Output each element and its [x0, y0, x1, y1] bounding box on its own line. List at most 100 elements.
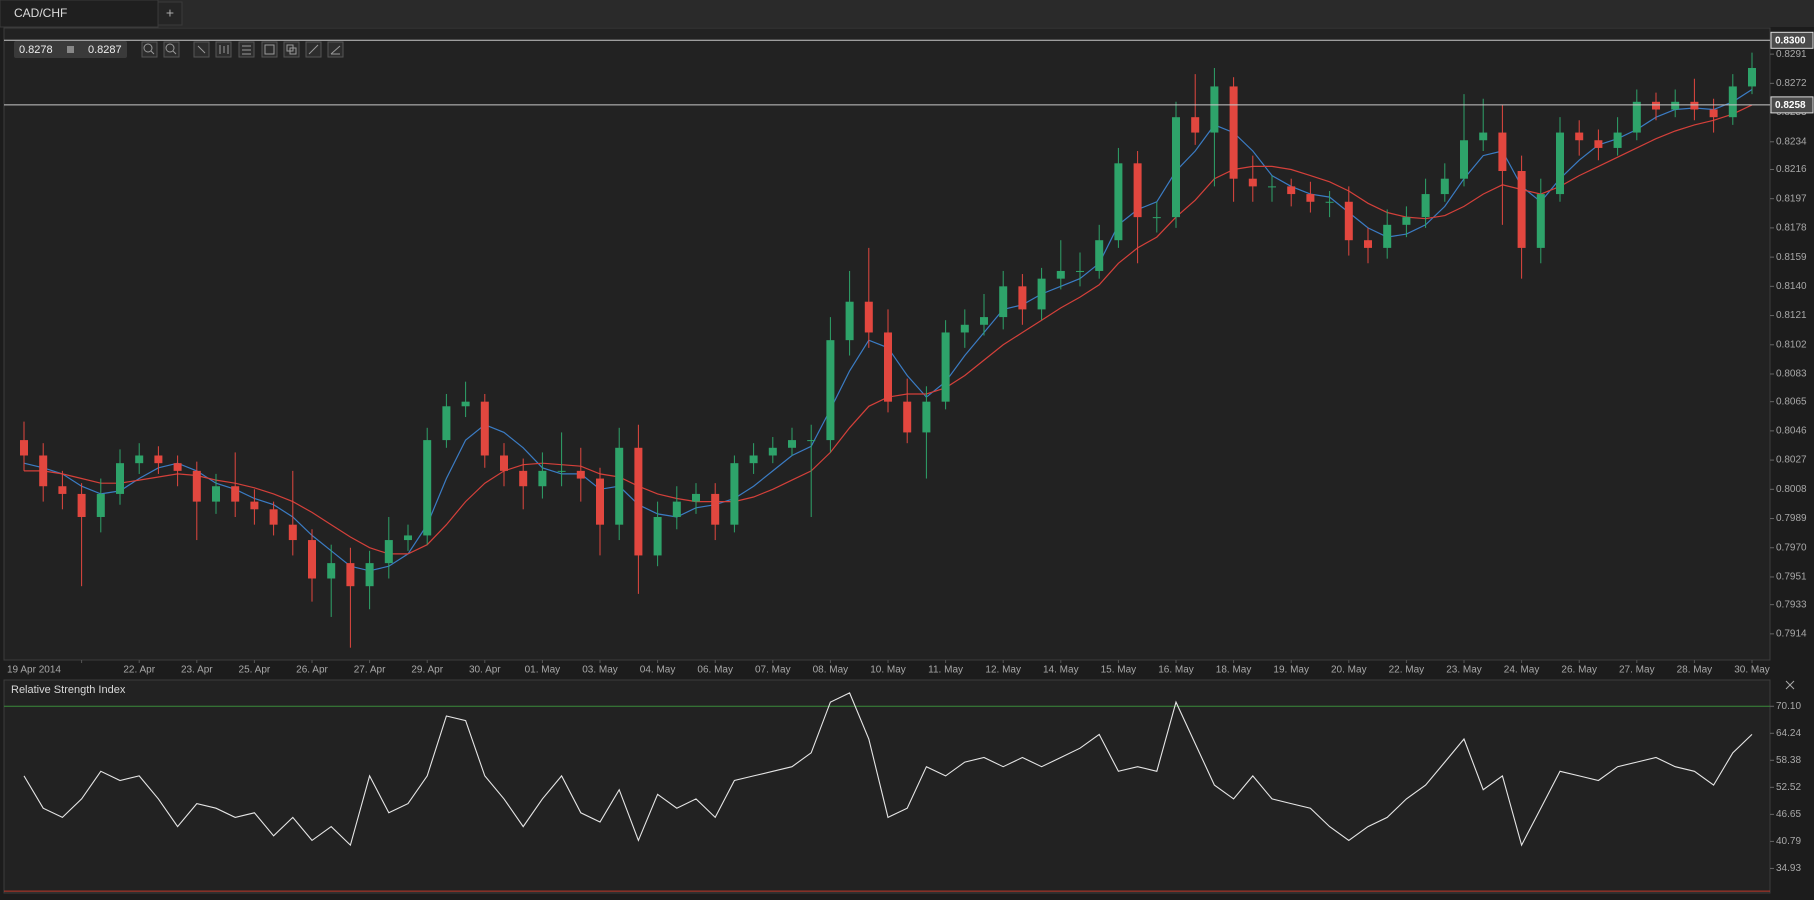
candle-body: [1709, 109, 1718, 118]
y-tick-label: 0.8159: [1776, 252, 1807, 263]
candle-body: [1690, 101, 1699, 110]
candle-body: [39, 455, 48, 487]
candle-body: [692, 493, 700, 502]
candle-body: [192, 470, 201, 502]
image-button[interactable]: [261, 41, 278, 58]
quote-separator: [67, 46, 74, 53]
candle-body: [788, 440, 796, 448]
candle-body: [461, 401, 470, 407]
candle-body: [173, 463, 182, 471]
x-tick-label: 30. May: [1734, 665, 1770, 676]
candle-body: [1632, 101, 1641, 133]
y-tick-label: 0.7970: [1776, 542, 1807, 553]
candle-body: [980, 317, 988, 325]
candle-body: [807, 440, 816, 442]
close-pane-button[interactable]: [1785, 680, 1795, 690]
y-tick-label: 0.8234: [1776, 136, 1807, 147]
x-tick-label: 01. May: [525, 665, 561, 676]
x-tick-label: 12. May: [985, 665, 1021, 676]
x-tick-label: 26. Apr: [296, 665, 328, 676]
tab-bar: [0, 0, 1814, 27]
candle-body: [1191, 117, 1200, 133]
candle-body: [1037, 278, 1046, 310]
candle-body: [826, 340, 835, 441]
y-tick-label: 0.7951: [1776, 572, 1807, 583]
candle-body: [500, 455, 508, 471]
y-tick-label: 52.52: [1776, 782, 1801, 793]
y-tick-label: 0.8008: [1776, 484, 1807, 495]
candle-body: [327, 563, 336, 579]
candle-body: [250, 501, 259, 510]
candle-body: [864, 301, 873, 333]
x-tick-label: 11. May: [928, 665, 963, 676]
draw-button[interactable]: [327, 41, 344, 58]
x-tick-label: 07. May: [755, 665, 791, 676]
y-tick-label: 0.8083: [1776, 369, 1807, 380]
candle-body: [423, 440, 432, 536]
toolbar: [141, 41, 344, 58]
candle-body: [231, 486, 240, 502]
y-tick-label: 0.8178: [1776, 223, 1807, 234]
candle-body: [1364, 240, 1372, 248]
price-label-box: [1770, 31, 1814, 49]
y-tick-label: 64.24: [1776, 728, 1801, 739]
candle-body: [1172, 117, 1180, 218]
copy-button[interactable]: [283, 41, 300, 58]
candle-body: [365, 563, 374, 587]
candle-body: [1229, 86, 1238, 179]
tab-label[interactable]: CAD/CHF: [14, 6, 67, 20]
candle-body: [135, 455, 144, 464]
x-tick-label: 16. May: [1158, 665, 1194, 676]
x-tick-label: 03. May: [582, 665, 618, 676]
y-tick-label: 0.8216: [1776, 164, 1807, 175]
y-tick-label: 0.8046: [1776, 426, 1807, 437]
candle-body: [538, 470, 547, 487]
candle-body: [77, 493, 86, 517]
candle-body: [596, 478, 604, 525]
indicators-button[interactable]: [238, 41, 255, 58]
x-tick-label: 25. Apr: [239, 665, 271, 676]
y-tick-label: 70.10: [1776, 701, 1801, 712]
add-tab-button[interactable]: [157, 1, 183, 26]
candle-body: [519, 470, 528, 487]
tab[interactable]: [0, 0, 159, 28]
candle-body: [212, 486, 220, 502]
candle-body: [1594, 140, 1603, 148]
add-tab-label[interactable]: +: [166, 5, 174, 21]
y-tick-label: 0.8197: [1776, 193, 1807, 204]
candle-body: [346, 563, 355, 587]
y-tick-label: 0.8027: [1776, 455, 1807, 466]
candle-body: [941, 332, 950, 402]
candle-body: [480, 401, 489, 456]
price-label: 0.8300: [1775, 35, 1806, 46]
price-label-box: [1770, 96, 1814, 114]
candle-body: [20, 440, 28, 456]
y-tick-label: 0.8121: [1776, 310, 1807, 321]
ask-price: 0.8287: [88, 44, 122, 56]
bid-price: 0.8278: [19, 44, 53, 56]
period-button[interactable]: [193, 41, 210, 58]
x-tick-label: 18. May: [1216, 665, 1252, 676]
y-tick-label: 0.8140: [1776, 281, 1807, 292]
zoom-in-button[interactable]: [163, 41, 180, 58]
candle-body: [1114, 163, 1123, 241]
candle-body: [1287, 186, 1296, 195]
x-tick-label: 19 Apr 2014: [7, 665, 61, 676]
candle-body: [884, 332, 892, 402]
chart-type-button[interactable]: [215, 41, 232, 58]
price-label: 0.8258: [1775, 100, 1806, 111]
candle-body: [1076, 270, 1084, 272]
candle-body: [557, 470, 566, 472]
candle-body: [1268, 186, 1276, 188]
candle-body: [1613, 132, 1622, 148]
candle-body: [653, 516, 662, 556]
zoom-out-button[interactable]: [141, 41, 158, 58]
edit-button[interactable]: [305, 41, 322, 58]
x-tick-label: 15. May: [1101, 665, 1137, 676]
candle-body: [1671, 101, 1680, 110]
rsi-title: Relative Strength Index: [11, 684, 126, 696]
x-tick-label: 04. May: [640, 665, 676, 676]
candle-body: [96, 493, 105, 517]
